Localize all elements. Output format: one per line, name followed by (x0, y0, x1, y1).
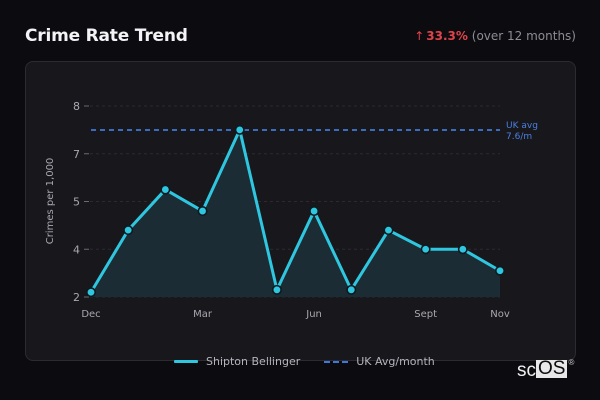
logo-os: OS (536, 358, 568, 379)
data-point[interactable] (234, 124, 245, 135)
chart-title: Crime Rate Trend (25, 26, 188, 46)
change-period: (over 12 months) (471, 29, 576, 43)
scos-logo: sc OS ® (517, 358, 575, 382)
svg-text:8: 8 (73, 100, 80, 113)
svg-text:Mar: Mar (193, 309, 213, 320)
legend-series-label: Shipton Bellinger (206, 355, 301, 368)
y-axis-label: Crimes per 1,000 (45, 158, 56, 245)
data-point[interactable] (457, 244, 468, 255)
solid-line-icon (174, 360, 198, 363)
data-point[interactable] (346, 284, 357, 295)
data-point[interactable] (383, 225, 394, 236)
series-line (89, 128, 501, 293)
chart-legend: Shipton Bellinger UK Avg/month (174, 355, 459, 368)
data-points (86, 124, 505, 298)
data-point[interactable] (271, 284, 282, 295)
logo-sc: sc (517, 360, 536, 381)
change-indicator: ↑ 33.3% (over 12 months) (414, 29, 576, 43)
uk-average-label: UK avg (506, 121, 538, 131)
svg-text:5: 5 (73, 196, 80, 209)
data-point[interactable] (309, 206, 320, 217)
svg-text:7: 7 (73, 148, 80, 161)
data-point[interactable] (420, 244, 431, 255)
change-percentage: 33.3% (426, 29, 468, 43)
svg-text:Dec: Dec (81, 309, 100, 320)
data-point[interactable] (123, 225, 134, 236)
x-axis: Dec Mar Jun Sept Nov (81, 309, 510, 320)
dashed-line-icon (324, 360, 349, 363)
y-axis: 2 4 5 7 8 (73, 100, 89, 304)
legend-item-series[interactable]: Shipton Bellinger (174, 355, 300, 368)
series-area (91, 129, 500, 297)
arrow-up-icon: ↑ (414, 29, 425, 43)
svg-text:2: 2 (73, 291, 80, 304)
svg-text:4: 4 (73, 243, 80, 256)
data-point[interactable] (494, 265, 505, 276)
legend-item-uk-average[interactable]: UK Avg/month (324, 355, 435, 368)
chart-card (25, 61, 576, 361)
data-point[interactable] (197, 206, 208, 217)
registered-icon: ® (568, 358, 575, 367)
data-point[interactable] (160, 184, 171, 195)
svg-text:Nov: Nov (490, 309, 510, 320)
svg-text:Jun: Jun (305, 309, 322, 320)
data-point[interactable] (86, 287, 97, 298)
legend-avg-label: UK Avg/month (356, 355, 435, 368)
uk-average-value: 7.6/m (506, 132, 532, 142)
svg-text:Sept: Sept (414, 309, 437, 320)
